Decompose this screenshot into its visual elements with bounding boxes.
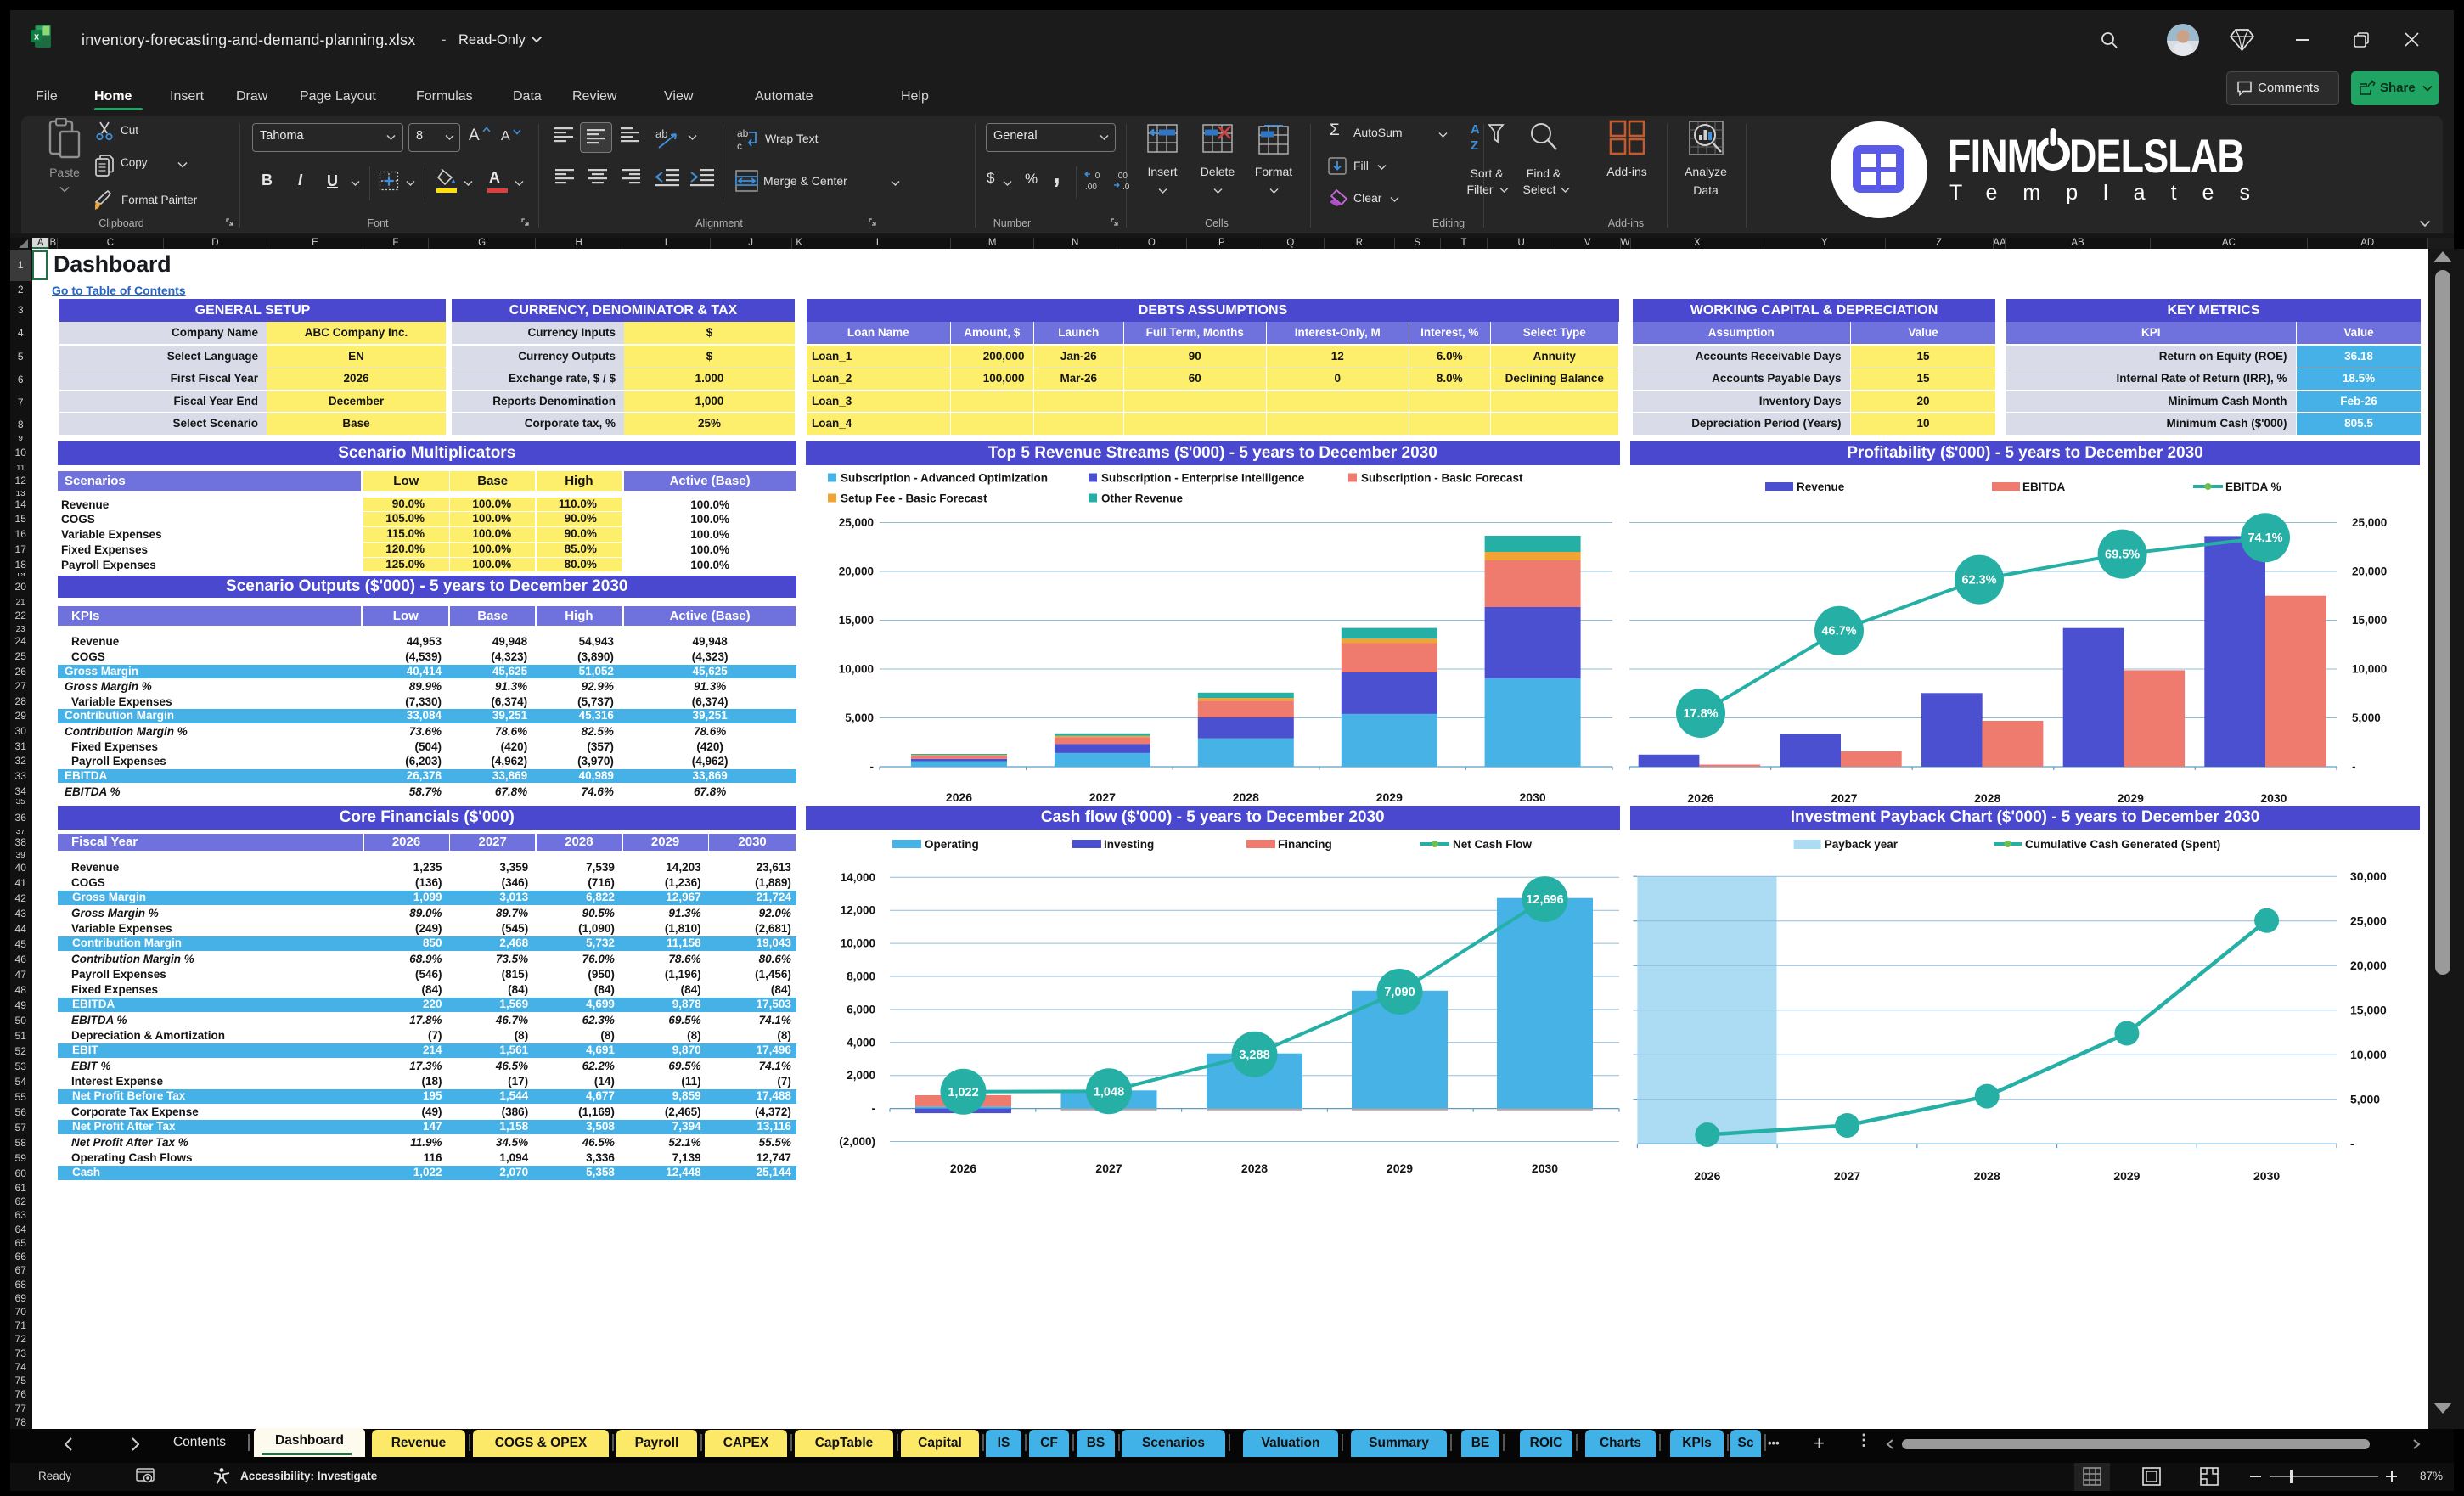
svg-text:Payback year: Payback year xyxy=(1825,838,1899,851)
svg-text:62.3%: 62.3% xyxy=(1961,574,1996,588)
svg-text:10,000: 10,000 xyxy=(2352,663,2387,676)
svg-text:ab: ab xyxy=(737,127,749,139)
svg-text:-: - xyxy=(2352,761,2356,773)
svg-text:5,000: 5,000 xyxy=(845,711,874,724)
svg-text:.00: .00 xyxy=(1116,172,1128,181)
svg-text:A: A xyxy=(1471,122,1480,137)
svg-text:10,000: 10,000 xyxy=(841,937,875,950)
svg-text:.0: .0 xyxy=(1093,172,1100,181)
svg-text:10,000: 10,000 xyxy=(2350,1048,2387,1061)
svg-text:2029: 2029 xyxy=(1387,1161,1413,1175)
svg-text:-: - xyxy=(872,1102,876,1115)
svg-text:2028: 2028 xyxy=(1974,1169,2000,1183)
svg-text:Subscription - Advanced Optimi: Subscription - Advanced Optimization xyxy=(841,472,1048,485)
svg-text:1,022: 1,022 xyxy=(948,1086,978,1100)
svg-text:ab: ab xyxy=(655,127,667,140)
svg-text:15,000: 15,000 xyxy=(839,614,874,627)
svg-text:2026: 2026 xyxy=(950,1161,976,1175)
svg-text:20,000: 20,000 xyxy=(2352,565,2387,578)
svg-text:2026: 2026 xyxy=(1687,791,1713,805)
svg-text:Net Cash Flow: Net Cash Flow xyxy=(1453,838,1533,851)
svg-text:46.7%: 46.7% xyxy=(1821,625,1856,638)
svg-text:25,000: 25,000 xyxy=(2352,516,2387,529)
svg-text:5,000: 5,000 xyxy=(2350,1093,2380,1106)
svg-text:3,288: 3,288 xyxy=(1239,1049,1269,1062)
svg-text:2027: 2027 xyxy=(1095,1161,1122,1175)
svg-text:(2,000): (2,000) xyxy=(839,1135,875,1148)
svg-text:2030: 2030 xyxy=(2260,791,2287,805)
svg-text:Subscription - Enterprise Inte: Subscription - Enterprise Intelligence xyxy=(1101,472,1305,485)
svg-text:2,000: 2,000 xyxy=(847,1069,875,1082)
svg-text:7,090: 7,090 xyxy=(1384,986,1415,999)
svg-text:1,048: 1,048 xyxy=(1094,1085,1124,1099)
svg-text:Subscription - Basic Forecast: Subscription - Basic Forecast xyxy=(1361,472,1523,485)
svg-text:10,000: 10,000 xyxy=(839,663,874,676)
svg-text:2028: 2028 xyxy=(1233,790,1259,804)
svg-text:20,000: 20,000 xyxy=(2350,959,2387,972)
svg-text:x: x xyxy=(34,32,40,42)
svg-text:2030: 2030 xyxy=(1532,1161,1558,1175)
svg-text:EBITDA %: EBITDA % xyxy=(2225,481,2281,493)
svg-text:Revenue: Revenue xyxy=(1797,481,1845,493)
svg-text:5,000: 5,000 xyxy=(2352,711,2381,724)
svg-text:2027: 2027 xyxy=(1831,791,1857,805)
svg-text:12,000: 12,000 xyxy=(841,904,875,917)
svg-text:Cumulative Cash Generated (Spe: Cumulative Cash Generated (Spent) xyxy=(2025,838,2220,851)
svg-text:Z: Z xyxy=(1471,138,1478,153)
svg-text:.00: .00 xyxy=(1085,183,1097,192)
svg-text:2026: 2026 xyxy=(946,790,972,804)
svg-text:Investing: Investing xyxy=(1104,838,1154,851)
svg-text:12,696: 12,696 xyxy=(1526,893,1563,907)
svg-text:15,000: 15,000 xyxy=(2352,614,2387,627)
svg-text:74.1%: 74.1% xyxy=(2247,531,2282,545)
svg-text:69.5%: 69.5% xyxy=(2105,548,2140,562)
svg-text:2028: 2028 xyxy=(1974,791,2000,805)
svg-text:2030: 2030 xyxy=(2253,1169,2280,1183)
svg-text:2026: 2026 xyxy=(1694,1169,1720,1183)
svg-text:6,000: 6,000 xyxy=(847,1003,875,1015)
svg-text:-: - xyxy=(2350,1137,2354,1150)
svg-text:25,000: 25,000 xyxy=(2350,914,2387,928)
svg-text:2029: 2029 xyxy=(1376,790,1403,804)
svg-text:.0: .0 xyxy=(1122,183,1130,192)
svg-text:Other Revenue: Other Revenue xyxy=(1101,492,1184,505)
svg-text:Operating: Operating xyxy=(925,838,979,851)
svg-text:30,000: 30,000 xyxy=(2350,869,2387,883)
svg-text:4,000: 4,000 xyxy=(847,1036,875,1049)
svg-text:2028: 2028 xyxy=(1241,1161,1268,1175)
svg-text:EBITDA: EBITDA xyxy=(2022,481,2066,493)
svg-text:2029: 2029 xyxy=(2118,791,2144,805)
svg-text:2030: 2030 xyxy=(1520,790,1546,804)
svg-text:20,000: 20,000 xyxy=(839,565,874,578)
svg-text:17.8%: 17.8% xyxy=(1683,707,1718,721)
svg-text:Setup Fee - Basic Forecast: Setup Fee - Basic Forecast xyxy=(841,492,987,505)
svg-text:8,000: 8,000 xyxy=(847,970,875,983)
svg-text:c: c xyxy=(737,140,742,151)
svg-text:2027: 2027 xyxy=(1089,790,1116,804)
svg-text:2029: 2029 xyxy=(2113,1169,2140,1183)
svg-text:14,000: 14,000 xyxy=(841,871,875,884)
svg-text:2027: 2027 xyxy=(1834,1169,1860,1183)
svg-text:15,000: 15,000 xyxy=(2350,1004,2387,1017)
svg-text:-: - xyxy=(870,761,875,773)
svg-text:Financing: Financing xyxy=(1278,838,1332,851)
svg-text:25,000: 25,000 xyxy=(839,516,874,529)
